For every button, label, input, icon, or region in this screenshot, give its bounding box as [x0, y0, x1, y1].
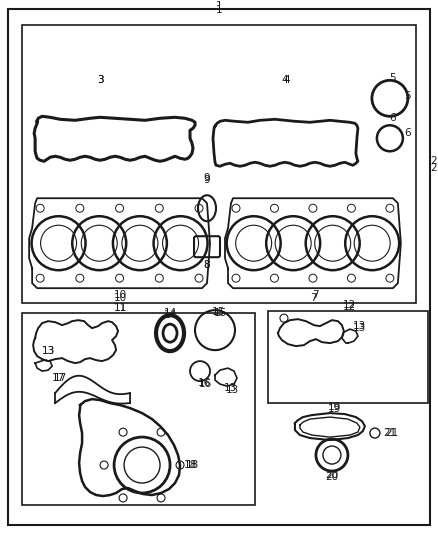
Text: 11: 11: [113, 303, 127, 313]
Text: 6: 6: [389, 114, 396, 123]
Text: 13: 13: [42, 346, 55, 356]
Text: 13: 13: [42, 346, 55, 356]
Text: 9: 9: [204, 175, 210, 185]
Text: 16: 16: [198, 378, 211, 388]
Text: 1: 1: [215, 2, 223, 11]
Text: 6: 6: [405, 128, 411, 138]
Text: 21: 21: [385, 428, 399, 438]
Text: 2: 2: [431, 163, 437, 173]
Text: 9: 9: [204, 173, 210, 183]
Text: 12: 12: [343, 302, 357, 312]
Text: 3: 3: [97, 75, 103, 85]
Text: 15: 15: [213, 308, 226, 318]
Bar: [22, 313, 255, 505]
Text: 1: 1: [215, 5, 223, 15]
Text: 17: 17: [53, 373, 67, 383]
Bar: [22, 26, 416, 303]
Text: 4: 4: [282, 75, 288, 85]
Text: 5: 5: [405, 91, 411, 101]
Text: 14: 14: [163, 308, 177, 318]
Text: 5: 5: [389, 74, 396, 83]
Text: 4: 4: [284, 75, 290, 85]
Text: 10: 10: [113, 290, 127, 300]
Text: 19: 19: [328, 404, 342, 414]
Text: 8: 8: [204, 260, 210, 270]
Text: 7: 7: [310, 293, 316, 303]
Text: 2: 2: [431, 156, 437, 166]
Text: 16: 16: [198, 379, 212, 389]
Text: 13: 13: [353, 323, 367, 333]
Text: 18: 18: [185, 460, 199, 470]
Text: 21: 21: [383, 428, 396, 438]
Text: 3: 3: [97, 75, 103, 85]
Text: 12: 12: [343, 300, 357, 310]
Text: 7: 7: [311, 290, 318, 300]
Text: 19: 19: [328, 402, 342, 412]
Text: 13: 13: [353, 321, 367, 331]
Bar: [268, 311, 428, 403]
Text: 10: 10: [113, 293, 127, 303]
Text: 14: 14: [163, 310, 177, 320]
Text: 15: 15: [212, 307, 225, 317]
Text: 20: 20: [325, 472, 339, 482]
Text: 13: 13: [223, 383, 237, 393]
Text: 8: 8: [204, 260, 210, 270]
Text: 20: 20: [325, 470, 339, 480]
Text: 17: 17: [52, 373, 65, 383]
Text: 18: 18: [184, 460, 197, 470]
Text: 13: 13: [226, 385, 239, 395]
Text: 11: 11: [113, 303, 127, 313]
